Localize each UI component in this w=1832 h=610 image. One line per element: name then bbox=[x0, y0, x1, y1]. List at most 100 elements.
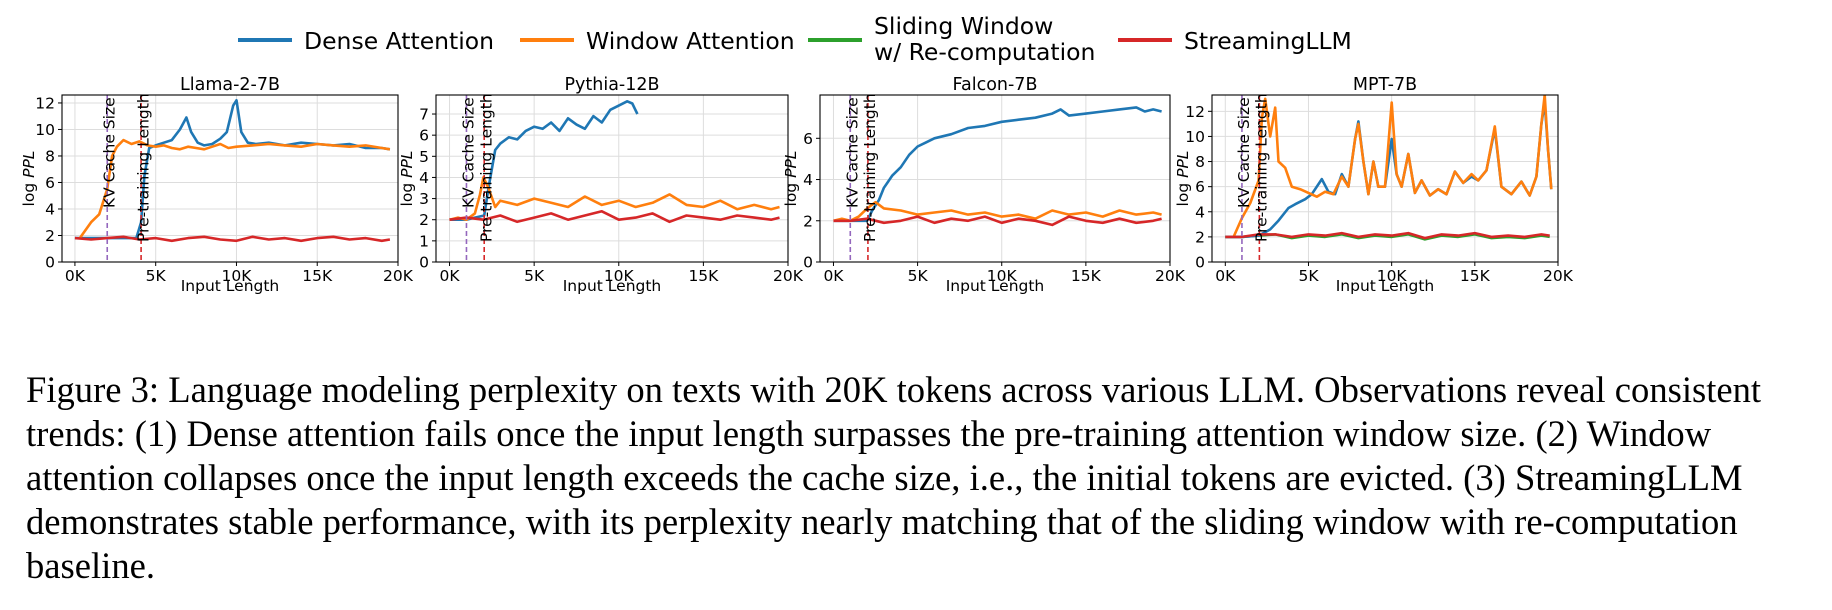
y-tick-label: 12 bbox=[1185, 103, 1205, 121]
y-tick-label: 10 bbox=[1185, 128, 1205, 146]
x-tick-label: 15K bbox=[1460, 267, 1491, 285]
y-tick-label: 10 bbox=[35, 121, 55, 139]
x-axis-label: Input Length bbox=[181, 277, 280, 295]
vline-label-cache: KV Cache Size bbox=[1235, 97, 1253, 208]
series-line-window-attention bbox=[449, 176, 780, 221]
x-tick-label: 10K bbox=[604, 267, 635, 285]
plot-frame bbox=[435, 94, 789, 263]
y-tick-label: 4 bbox=[419, 169, 429, 187]
caption-label: Figure 3: bbox=[26, 369, 160, 410]
x-tick-label: 0K bbox=[823, 267, 844, 285]
series-line-window-attention bbox=[78, 138, 391, 239]
y-tick-label: 2 bbox=[419, 211, 429, 229]
vline-label-cache: KV Cache Size bbox=[843, 97, 861, 208]
legend-label-streamingllm: StreamingLLM bbox=[1184, 27, 1352, 55]
x-tick-label: 0K bbox=[440, 267, 461, 285]
y-tick-label: 0 bbox=[803, 254, 813, 272]
x-tick-label: 5K bbox=[524, 267, 545, 285]
x-tick-label: 0K bbox=[65, 267, 86, 285]
y-tick-label: 6 bbox=[419, 127, 429, 145]
y-tick-label: 0 bbox=[419, 254, 429, 272]
legend-label-line: Sliding Window bbox=[874, 12, 1053, 40]
vline-label-cache: KV Cache Size bbox=[100, 97, 118, 208]
series-line-dense-attention bbox=[833, 106, 1162, 223]
vline-label-pretrain: Pre-training Length bbox=[861, 93, 879, 242]
legend-label-window-attention: Window Attention bbox=[586, 27, 795, 55]
panel-title: MPT-7B bbox=[1353, 75, 1417, 95]
y-tick-label: 4 bbox=[803, 171, 813, 189]
panel-title: Falcon-7B bbox=[953, 75, 1038, 95]
x-tick-label: 10K bbox=[1377, 267, 1408, 285]
panel-pythia-12b: KV Cache Size Pre-training Length 0K 5K 10K 1… bbox=[398, 75, 804, 295]
y-axis-label: log PPL bbox=[1174, 151, 1192, 207]
x-tick-label: 10K bbox=[987, 267, 1018, 285]
series-line-dense-attention bbox=[74, 99, 391, 240]
x-tick-label: 20K bbox=[1543, 267, 1574, 285]
y-tick-label: 6 bbox=[803, 130, 813, 148]
y-tick-label: 2 bbox=[45, 227, 55, 245]
caption-text: Language modeling perplexity on texts wi… bbox=[26, 369, 1762, 586]
y-tick-label: 6 bbox=[45, 174, 55, 192]
figure-3: Dense Attention Window Attention Sliding W… bbox=[20, 12, 1574, 295]
legend-label-line: Window Attention bbox=[586, 27, 795, 55]
x-tick-label: 5K bbox=[146, 267, 167, 285]
legend-label-line: StreamingLLM bbox=[1184, 27, 1352, 55]
x-tick-label: 0K bbox=[1215, 267, 1236, 285]
x-tick-label: 10K bbox=[222, 267, 253, 285]
y-axis-label-part: PPL bbox=[782, 151, 800, 178]
legend-label-line: w/ Re-computation bbox=[874, 38, 1095, 66]
series-group bbox=[74, 99, 391, 243]
y-tick-label: 8 bbox=[1195, 153, 1205, 171]
legend: Dense Attention Window Attention Sliding W… bbox=[238, 12, 1352, 66]
y-axis-label-part: PPL bbox=[398, 151, 416, 178]
vline-label-cache: KV Cache Size bbox=[460, 97, 478, 208]
y-tick-label: 0 bbox=[1195, 254, 1205, 272]
y-tick-label: 7 bbox=[419, 106, 429, 124]
series-line-window-attention bbox=[1232, 95, 1553, 238]
y-tick-label: 1 bbox=[419, 232, 429, 250]
panel-falcon-7b: KV Cache Size Pre-training Length 0K 5K 10K 1… bbox=[782, 75, 1186, 295]
x-tick-label: 20K bbox=[1155, 267, 1186, 285]
legend-label-dense-attention: Dense Attention bbox=[304, 27, 494, 55]
panel-title: Pythia-12B bbox=[564, 75, 659, 95]
y-axis-label-part: PPL bbox=[20, 151, 38, 178]
y-tick-label: 6 bbox=[1195, 178, 1205, 196]
vline-label-pretrain: Pre-training Length bbox=[1253, 93, 1271, 242]
x-tick-label: 5K bbox=[908, 267, 929, 285]
x-tick-label: 15K bbox=[302, 267, 333, 285]
plot-frame bbox=[819, 94, 1171, 263]
x-tick-label: 20K bbox=[383, 267, 414, 285]
y-axis-label: log PPL bbox=[20, 151, 38, 207]
y-tick-label: 0 bbox=[45, 254, 55, 272]
panel-title: Llama-2-7B bbox=[180, 75, 280, 95]
plot-frame bbox=[61, 94, 399, 263]
vline-label-pretrain: Pre-training Length bbox=[134, 93, 152, 242]
y-tick-label: 4 bbox=[1195, 203, 1205, 221]
y-axis-label: log PPL bbox=[398, 151, 416, 207]
series-line-streamingllm bbox=[1225, 231, 1550, 240]
x-tick-label: 5K bbox=[1298, 267, 1319, 285]
x-tick-label: 15K bbox=[688, 267, 719, 285]
series-group bbox=[833, 106, 1162, 227]
panel-mpt-7b: KV Cache Size Pre-training Length 0K 5K 10K 1… bbox=[1174, 75, 1574, 295]
series-line-dense-attention bbox=[1225, 101, 1553, 239]
legend-label-line: Dense Attention bbox=[304, 27, 494, 55]
plot-frame bbox=[1211, 94, 1559, 263]
legend-label-sliding-window-w-re-computation: Sliding Window w/ Re-computation bbox=[874, 12, 1095, 66]
y-tick-label: 4 bbox=[45, 200, 55, 218]
series-line-streamingllm bbox=[74, 235, 391, 243]
y-tick-label: 8 bbox=[45, 147, 55, 165]
y-axis-label-part: PPL bbox=[1174, 151, 1192, 178]
series-group bbox=[449, 100, 780, 224]
series-group bbox=[1225, 95, 1553, 241]
y-tick-label: 3 bbox=[419, 190, 429, 208]
y-axis-label-part: log bbox=[782, 178, 800, 207]
panel-llama-2-7b: KV Cache Size Pre-training Length 0K 5K 10K 1… bbox=[20, 75, 414, 295]
y-tick-label: 5 bbox=[419, 148, 429, 166]
series-line-streamingllm bbox=[833, 215, 1162, 227]
y-tick-label: 2 bbox=[1195, 228, 1205, 246]
x-axis-label: Input Length bbox=[563, 277, 662, 295]
y-axis-label-part: log bbox=[1174, 178, 1192, 207]
series-line-streamingllm bbox=[449, 210, 780, 224]
